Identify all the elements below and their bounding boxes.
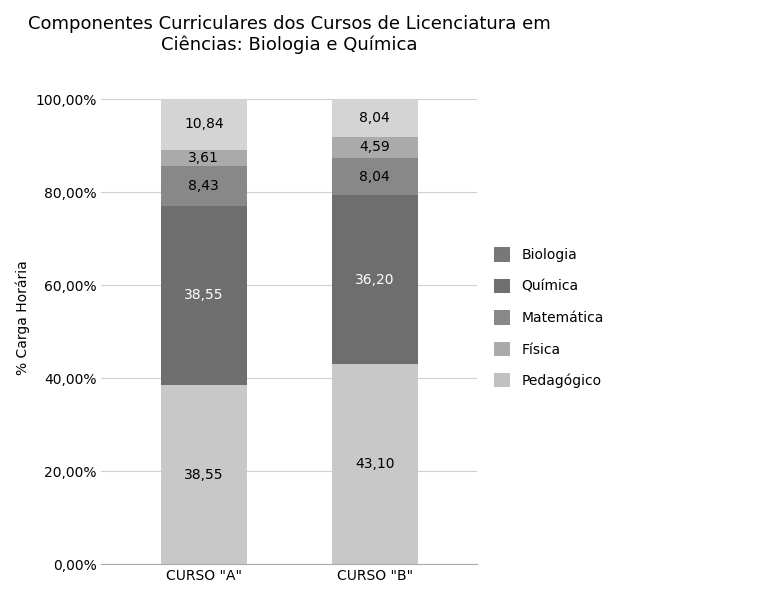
Text: 8,04: 8,04: [359, 170, 390, 184]
Bar: [332, 158, 417, 196]
Bar: [161, 99, 247, 150]
Text: 38,55: 38,55: [184, 468, 224, 481]
Bar: [332, 364, 417, 564]
Legend: Biologia, Química, Matemática, Física, Pedagógico: Biologia, Química, Matemática, Física, P…: [488, 242, 610, 393]
Text: 3,61: 3,61: [189, 151, 219, 165]
Text: 43,10: 43,10: [355, 457, 394, 471]
Bar: [161, 385, 247, 564]
Text: 38,55: 38,55: [184, 288, 224, 302]
Text: 8,43: 8,43: [189, 179, 219, 193]
Bar: [161, 150, 247, 166]
Bar: [161, 206, 247, 385]
Bar: [332, 99, 417, 137]
Text: 36,20: 36,20: [355, 273, 394, 286]
Bar: [332, 137, 417, 158]
Text: 8,04: 8,04: [359, 111, 390, 125]
Y-axis label: % Carga Horária: % Carga Horária: [15, 260, 30, 375]
Text: 10,84: 10,84: [184, 117, 224, 132]
Bar: [332, 196, 417, 364]
Text: 4,59: 4,59: [359, 141, 390, 154]
Title: Componentes Curriculares dos Cursos de Licenciatura em
Ciências: Biologia e Quím: Componentes Curriculares dos Cursos de L…: [28, 15, 551, 54]
Bar: [161, 166, 247, 206]
